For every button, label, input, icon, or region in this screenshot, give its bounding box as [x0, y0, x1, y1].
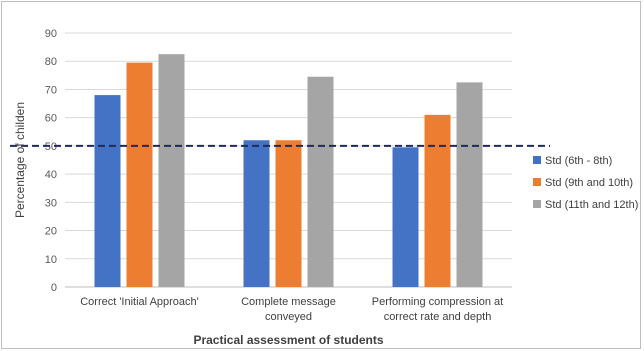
y-tick-label: 70	[45, 84, 57, 96]
bar	[94, 95, 121, 287]
y-tick-label: 50	[45, 141, 57, 153]
x-category-label: Complete message	[241, 296, 336, 308]
bar	[243, 140, 270, 287]
bar	[307, 76, 334, 287]
bar	[456, 82, 483, 287]
x-category-label: Performing compression at	[372, 296, 503, 308]
y-tick-label: 90	[45, 28, 57, 40]
x-category-label: correct rate and depth	[384, 311, 492, 323]
legend-label: Std (9th and 10th)	[545, 177, 633, 189]
x-category-label: conveyed	[265, 311, 312, 323]
y-axis-title: Percentage of childen	[13, 102, 27, 218]
legend-label: Std (11th and 12th)	[545, 199, 638, 211]
legend-label: Std (6th - 8th)	[545, 155, 612, 167]
y-tick-label: 60	[45, 113, 57, 125]
y-tick-label: 0	[51, 282, 57, 294]
legend-swatch	[533, 178, 541, 186]
bar	[158, 54, 185, 287]
y-tick-label: 30	[45, 197, 57, 209]
bar	[275, 140, 302, 287]
x-axis-title: Practical assessment of students	[193, 333, 383, 347]
legend-swatch	[533, 200, 541, 208]
bar	[126, 62, 153, 288]
y-tick-label: 10	[45, 254, 57, 266]
y-tick-label: 40	[45, 169, 57, 181]
bar	[392, 147, 419, 287]
y-tick-label: 20	[45, 226, 57, 238]
y-tick-label: 80	[45, 56, 57, 68]
x-category-label: Correct 'Initial Approach'	[80, 296, 199, 308]
bar	[424, 114, 451, 287]
legend-swatch	[533, 156, 541, 164]
